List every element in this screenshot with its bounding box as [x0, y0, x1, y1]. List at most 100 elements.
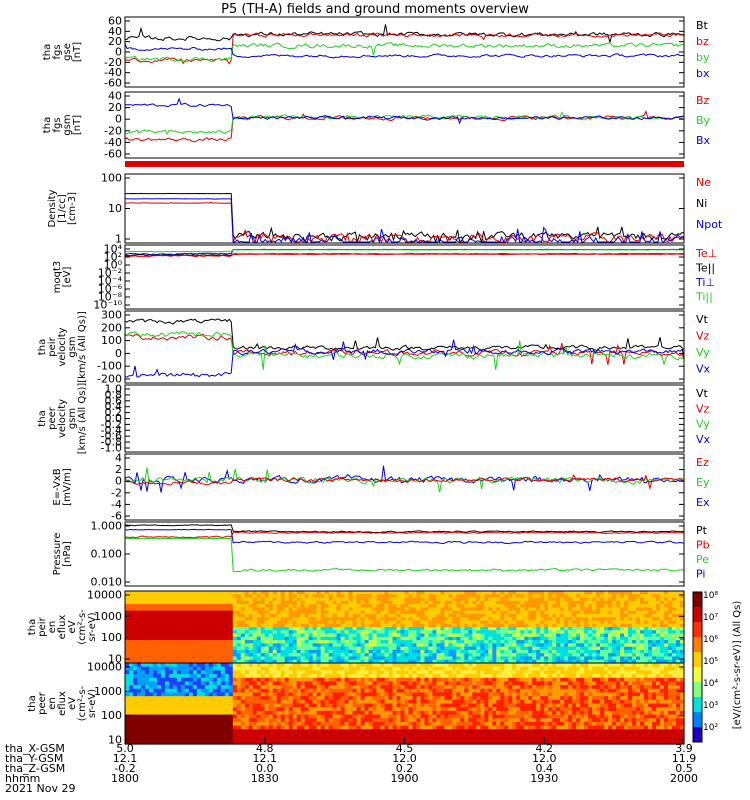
spectrogram-cell [284, 620, 290, 625]
spectrogram-cell [125, 681, 130, 686]
spectrogram-cell [452, 707, 457, 712]
spectrogram-cell [200, 610, 206, 615]
spectrogram-cell [256, 640, 262, 644]
spectrogram-cell [204, 623, 210, 628]
spectrogram-cell [356, 714, 362, 719]
spectrogram-cell [608, 630, 613, 635]
spectrogram-cell [668, 633, 673, 638]
spectrogram-cell [676, 610, 681, 615]
spectrogram-cell [244, 677, 250, 683]
spectrogram-cell [236, 721, 242, 727]
spectrogram-cell [140, 714, 146, 719]
spectrogram-cell [504, 604, 509, 608]
spectrogram-cell [248, 604, 254, 608]
spectrogram-cell [552, 633, 557, 638]
spectrogram-cell [460, 591, 465, 595]
spectrogram-cell [484, 591, 489, 595]
spectrogram-cell [528, 594, 533, 599]
spectrogram-cell [224, 681, 230, 686]
spectrogram-cell [148, 620, 154, 625]
spectrogram-cell [204, 663, 210, 668]
spectrogram-cell [496, 617, 501, 622]
spectrogram-cell [432, 649, 438, 654]
spectrogram-cell [576, 636, 581, 641]
spectrogram-cell [296, 674, 302, 679]
spectrogram-cell [192, 699, 198, 705]
spectrogram-cell [676, 653, 681, 658]
spectrogram-cell [304, 656, 310, 661]
spectrogram-cell [164, 633, 170, 638]
spectrogram-cell [236, 703, 242, 708]
spectrogram-cell [412, 670, 418, 675]
spectrogram-cell [564, 646, 569, 651]
spectrogram-cell [552, 610, 557, 615]
spectrogram-cell [324, 725, 330, 730]
spectrogram-cell [380, 703, 386, 708]
spectrogram-cell [260, 620, 266, 625]
spectrogram-cell [420, 703, 426, 708]
spectrogram-cell [252, 670, 258, 675]
spectrogram-cell [636, 649, 641, 654]
spectrogram-cell [388, 627, 394, 631]
spectrogram-cell [148, 674, 154, 679]
spectrogram-cell [588, 643, 593, 648]
spectrogram-cell [400, 600, 406, 605]
spectrogram-cell [420, 666, 426, 671]
spectrogram-cell [284, 656, 290, 661]
spectrogram-cell [448, 696, 454, 701]
spectrogram-cell [456, 594, 461, 599]
spectrogram-cell [532, 636, 537, 641]
spectrogram-cell [184, 591, 190, 595]
spectrogram-cell [280, 659, 286, 664]
spectrogram-cell [632, 604, 637, 608]
spectrogram-cell [125, 656, 130, 661]
spectrogram-cell [360, 718, 366, 723]
spectrogram-cell [380, 740, 386, 745]
spectrogram-cell [260, 725, 266, 730]
spectrogram-cell [228, 613, 234, 618]
spectrogram-cell [680, 591, 685, 595]
spectrogram-cell [212, 656, 218, 661]
spectrogram-cell [364, 617, 370, 622]
spectrogram-cell [612, 597, 617, 602]
spectrogram-cell [364, 714, 370, 719]
spectrogram-cell [412, 627, 418, 631]
spectrogram-cell [588, 620, 593, 625]
spectrogram-cell [284, 643, 290, 648]
spectrogram-cell [520, 630, 525, 635]
spectrogram-cell [132, 591, 138, 595]
spectrogram-cell [332, 623, 338, 628]
spectrogram-cell [364, 725, 370, 730]
spectrogram-cell [444, 640, 450, 644]
spectrogram-cell [584, 643, 589, 648]
spectrogram-cell [328, 710, 334, 716]
spectrogram-cell [600, 620, 605, 625]
spectrogram-cell [364, 740, 370, 745]
spectrogram-cell [388, 721, 394, 727]
spectrogram-cell [420, 594, 426, 599]
spectrogram-cell [180, 591, 186, 595]
spectrogram-cell [320, 699, 326, 705]
spectrogram-cell [168, 646, 174, 651]
spectrogram-cell [464, 718, 469, 723]
spectrogram-cell [125, 710, 130, 716]
spectrogram-cell [552, 591, 557, 595]
spectrogram-cell [336, 685, 342, 690]
spectrogram-cell [132, 696, 138, 701]
spectrogram-cell [140, 636, 146, 641]
spectrogram-cell [348, 729, 354, 734]
spectrogram-cell [656, 633, 661, 638]
spectrogram-cell [660, 653, 665, 658]
spectrogram-cell [456, 688, 461, 694]
spectrogram-cell [168, 630, 174, 635]
spectrogram-cell [428, 646, 434, 651]
spectrogram-cell [444, 613, 450, 618]
spectrogram-cell [304, 630, 310, 635]
spectrogram-cell [268, 736, 274, 741]
spectrogram-cell [632, 620, 637, 625]
spectrogram-cell [240, 640, 246, 644]
spectrogram-cell [492, 597, 497, 602]
spectrogram-cell [260, 610, 266, 615]
spectrogram-cell [416, 594, 422, 599]
spectrogram-cell [584, 656, 589, 661]
